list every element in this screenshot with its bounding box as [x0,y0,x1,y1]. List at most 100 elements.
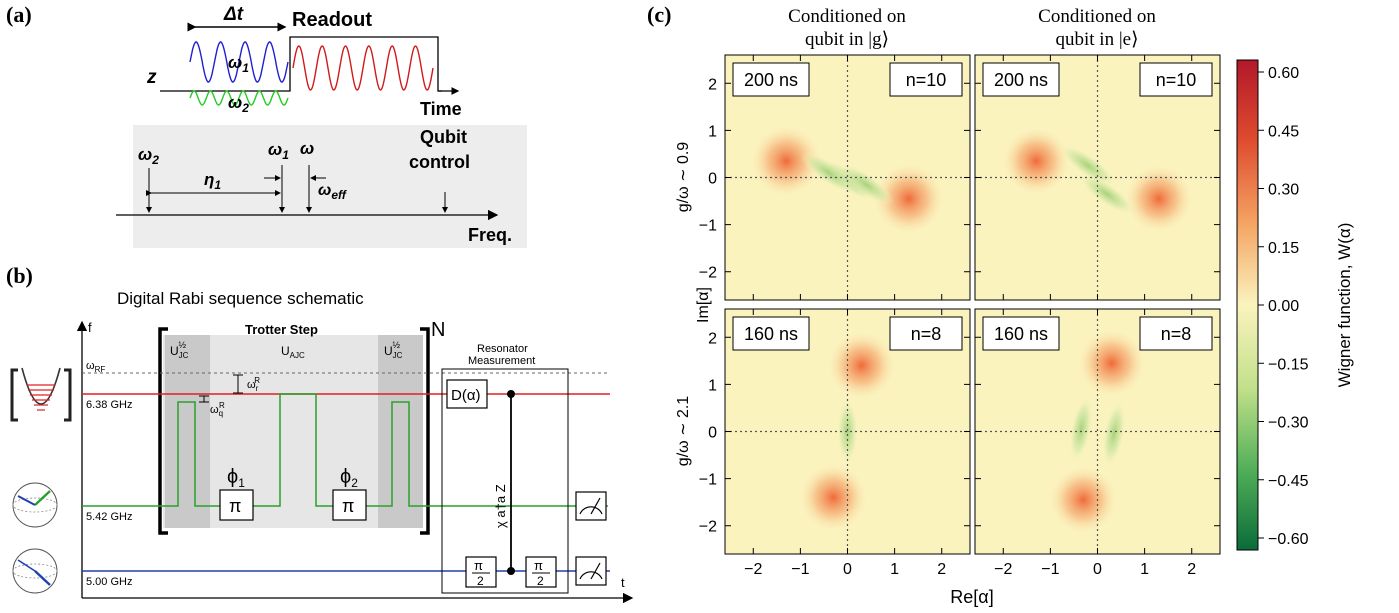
qubit-green-line [82,393,608,507]
pi-half-num-1: π [474,558,483,573]
displacement-label: D(α) [451,387,481,404]
u-ajc: UAJC [281,344,305,360]
row-label-top: g/ω ∼ 0.9 [675,142,692,212]
phi1-label: ϕ1 [227,466,245,490]
bracket-left [158,327,168,535]
wigner-feature-0 [1076,327,1147,399]
delta-t-label: Δt [223,4,244,25]
omega-q-label: ωqR [210,401,225,418]
colorbar-tick-label: −0.15 [1268,356,1309,373]
x-tick-label: −2 [744,561,762,578]
trotter-step-label: Trotter Step [245,322,318,337]
colorbar-tick-label: 0.00 [1268,298,1299,315]
chi-label: χ a†a Z [493,484,508,528]
x-tick-label: 2 [1187,561,1196,578]
wigner-feature-3 [1102,400,1126,468]
wigner-feature-0 [826,330,897,401]
displacement-box [446,379,488,409]
row-label-bottom: g/ω ∼ 2.1 [675,396,692,466]
qubit-label-line2: control [409,152,470,172]
y-tick-label: 0 [708,171,717,188]
panel-c: (c) Conditioned on qubit in |g⟩ Conditio… [647,2,1354,607]
freq-6-38: 6.38 GHz [86,399,132,411]
readout-label: Readout [292,9,372,31]
wigner-feature-1 [871,161,946,236]
x-tick-label: 1 [890,561,899,578]
x-tick-label: 0 [1093,561,1102,578]
omega1-freq-label: ω1 [268,140,289,162]
y-tick-label: −2 [699,519,717,536]
panel-label-a: (a) [6,2,32,27]
n-label: n=8 [911,324,942,344]
pi-half-den-1: 2 [477,574,484,588]
y-tick-label: 1 [708,377,717,394]
big-n: N [431,319,445,341]
panel-b: (b) Digital Rabi sequence schematic f t … [6,263,634,604]
colorbar-ticks: 0.60 0.45 0.30 0.15 0.00 −0.15 −0.30 −0.45 −0.60 [1258,65,1309,548]
pi-box-2 [332,489,367,521]
xlabel: Re[α] [950,587,993,607]
heatmap-panel-2: −2 −1 0 1 2 2 1 0 −1 −2 160 ns n=8 [699,308,971,578]
y-tick-label: 2 [708,330,717,347]
resonator-line2: Measurement [468,355,535,367]
qubit-label-line1: Qubit [420,127,467,147]
colorbar-label: Wigner function, W(α) [1335,223,1354,388]
colorbar-tick-label: 0.45 [1268,123,1299,140]
y-tick-label: 1 [708,123,717,140]
wigner-feature-2 [836,397,859,466]
t-axis-label: t [621,575,625,590]
u-jc-left: UJC½ [170,340,189,360]
n-label: n=8 [1161,324,1192,344]
n-label: n=10 [906,70,947,90]
ylabel: Im[α] [695,287,712,323]
wigner-feature-2 [1059,144,1117,188]
x-tick-label: 2 [937,561,946,578]
wigner-feature-1 [1123,163,1195,235]
resonator-line1: Resonator [477,343,528,355]
panel-a: (a) Δt Readout z ω1 ω2 Time ω2 ω1 ω Qubi… [6,2,527,248]
phi2-label: ϕ2 [340,466,358,490]
heatmap-panel-0: 2 1 0 −1 −2 200 ns n=10 [699,54,971,301]
x-tick-label: −1 [791,561,809,578]
colorbar-tick-label: 0.60 [1268,65,1299,82]
freq-band [133,125,527,248]
x-tick-label: −1 [1041,561,1059,578]
colorbar-tick-label: 0.15 [1268,240,1299,257]
meter-icon-green [575,491,607,521]
heatmap-panel-1: 200 ns n=10 [974,54,1221,301]
pi-box-1 [219,489,254,521]
y-tick-label: 2 [708,76,717,93]
pi-half-box-2 [525,556,557,588]
colorbar-tick-label: 0.30 [1268,182,1299,199]
readout-wave [292,45,434,91]
x-tick-label: −2 [994,561,1012,578]
y-tick-label: −2 [699,265,717,282]
wigner-feature-4 [837,163,895,206]
colorbar-tick-label: −0.45 [1268,473,1309,490]
freq-5-42: 5.42 GHz [86,511,132,523]
measurement-box [441,368,569,594]
colorbar [1236,59,1259,551]
bloch-sphere-icon-green [12,482,58,528]
omega1-label: ω1 [228,53,249,75]
y-tick-label: 0 [708,425,717,442]
n-label: n=10 [1156,70,1197,90]
trotter-dark-left [165,335,210,528]
wigner-feature-3 [1078,172,1136,216]
pi-label-2: π [342,496,354,516]
wigner-feature-2 [1069,395,1093,463]
pi-half-den-2: 2 [537,574,544,588]
colorbar-tick-label: −0.60 [1268,531,1309,548]
freq-label: Freq. [468,225,512,245]
trotter-dark-right [378,335,423,528]
meter-icon-blue [575,556,607,586]
wigner-feature-0 [1000,125,1072,197]
wigner-feature-1 [1048,464,1119,536]
panel-label-b: (b) [6,263,33,288]
col-title-g-line1: Conditioned on [788,6,906,27]
pi-half-box-1 [465,556,497,588]
x-tick-label: 0 [843,561,852,578]
col-title-g-line2: qubit in |g⟩ [805,29,889,50]
